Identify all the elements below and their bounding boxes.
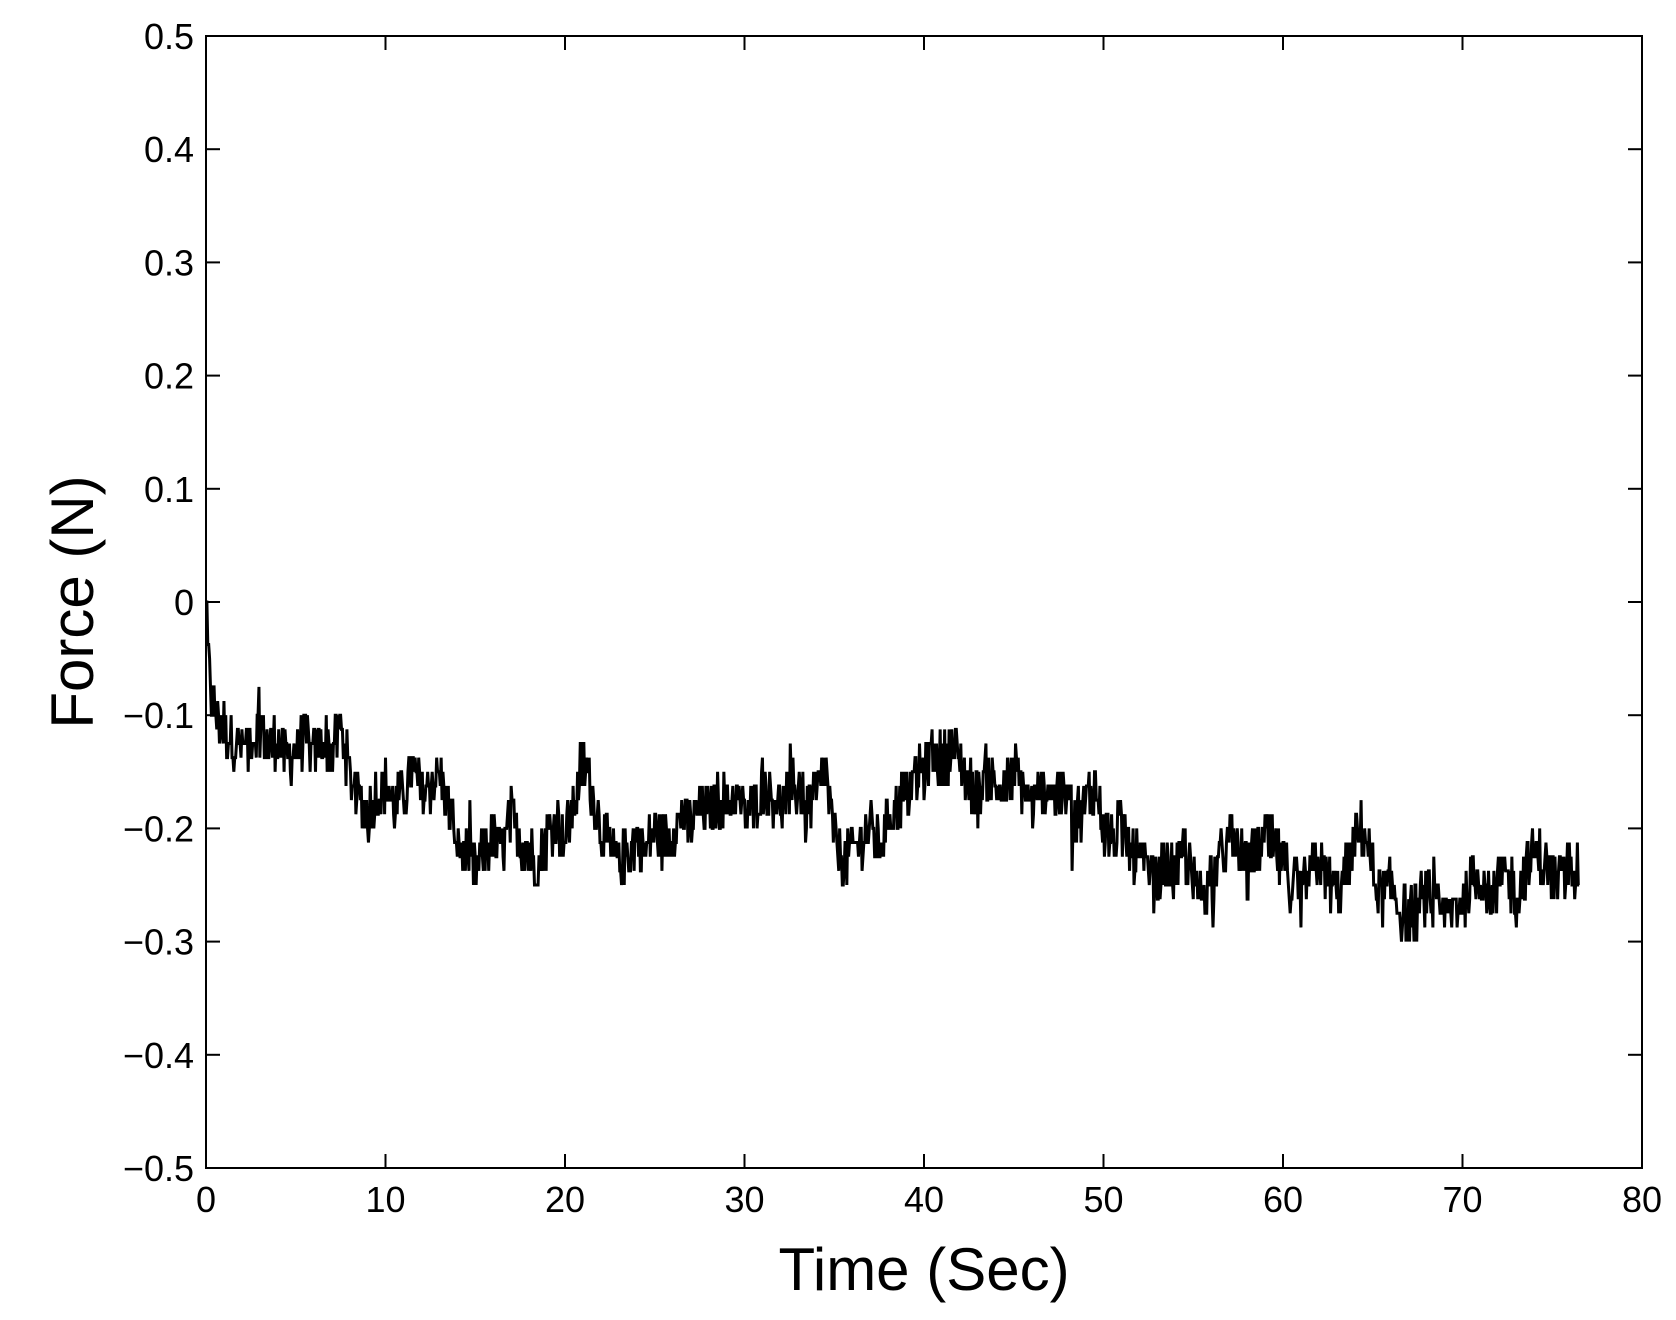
y-tick-label: −0.3 [123, 922, 194, 963]
x-axis-title: Time (Sec) [778, 1236, 1069, 1303]
y-tick-label: −0.4 [123, 1035, 194, 1076]
y-tick-label: 0.3 [144, 242, 194, 283]
y-tick-label: 0.4 [144, 129, 194, 170]
series-line [205, 600, 1580, 942]
y-tick-label: −0.2 [123, 808, 194, 849]
x-tick-label: 30 [724, 1179, 764, 1220]
plot-frame [205, 35, 1643, 1169]
x-tick-label: 70 [1442, 1179, 1482, 1220]
x-tick-label: 0 [196, 1179, 216, 1220]
tick-labels-layer: 0 10 20 30 40 50 60 70 80 −0.5 −0.4 −0.3 −0.2 −0.1 0 0.… [123, 16, 1662, 1220]
x-tick-label: 10 [365, 1179, 405, 1220]
x-tick-label: 80 [1622, 1179, 1662, 1220]
x-tick-label: 60 [1263, 1179, 1303, 1220]
y-tick-label: 0.2 [144, 356, 194, 397]
y-tick-label: −0.5 [123, 1148, 194, 1189]
series-layer [205, 600, 1580, 942]
x-tick-label: 20 [545, 1179, 585, 1220]
y-tick-label: −0.1 [123, 695, 194, 736]
y-tick-label: 0.1 [144, 469, 194, 510]
x-tick-label: 40 [904, 1179, 944, 1220]
y-tick-label: 0.5 [144, 16, 194, 57]
y-tick-label: 0 [174, 582, 194, 623]
y-axis-title: Force (N) [39, 475, 106, 728]
x-tick-label: 50 [1083, 1179, 1123, 1220]
